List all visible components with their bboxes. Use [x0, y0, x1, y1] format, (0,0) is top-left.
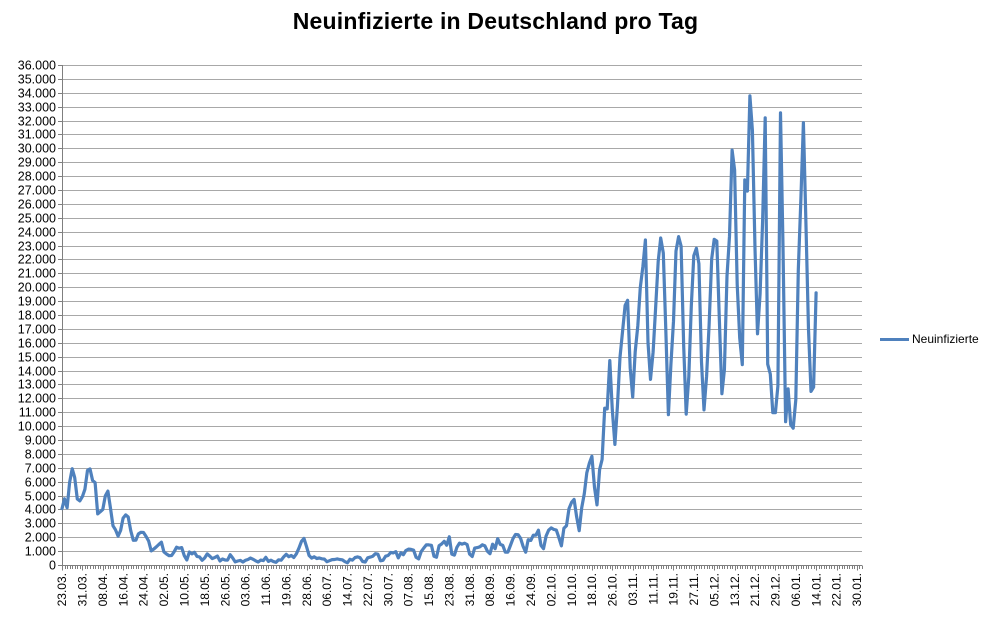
- svg-text:23.03.: 23.03.: [55, 573, 69, 606]
- svg-text:15.000: 15.000: [18, 351, 56, 365]
- svg-text:1.000: 1.000: [25, 545, 56, 559]
- svg-text:18.05.: 18.05.: [198, 573, 212, 606]
- svg-text:02.10.: 02.10.: [544, 573, 558, 606]
- svg-text:25.000: 25.000: [18, 212, 56, 226]
- legend: Neuinfizierte: [880, 331, 979, 347]
- svg-text:26.10.: 26.10.: [606, 573, 620, 606]
- svg-text:11.11.: 11.11.: [646, 573, 660, 605]
- svg-text:23.08.: 23.08.: [442, 573, 456, 606]
- svg-text:0: 0: [49, 559, 56, 573]
- svg-text:30.01.: 30.01.: [850, 573, 864, 606]
- svg-text:8.000: 8.000: [25, 448, 56, 462]
- svg-text:11.06.: 11.06.: [259, 573, 273, 605]
- svg-text:4.000: 4.000: [25, 503, 56, 517]
- svg-text:16.04.: 16.04.: [116, 573, 130, 606]
- svg-text:30.000: 30.000: [18, 142, 56, 156]
- svg-text:27.000: 27.000: [18, 184, 56, 198]
- svg-text:31.000: 31.000: [18, 128, 56, 142]
- svg-text:15.08.: 15.08.: [422, 573, 436, 606]
- x-axis-ticks: [62, 565, 863, 571]
- svg-text:05.12.: 05.12.: [707, 573, 721, 606]
- svg-text:10.10.: 10.10.: [565, 573, 579, 606]
- svg-text:26.05.: 26.05.: [218, 573, 232, 606]
- svg-text:16.000: 16.000: [18, 337, 56, 351]
- svg-text:27.11.: 27.11.: [687, 573, 701, 605]
- svg-text:03.06.: 03.06.: [239, 573, 253, 606]
- svg-text:31.03.: 31.03.: [76, 573, 90, 606]
- chart-title: Neuinfizierte in Deutschland pro Tag: [292, 8, 699, 34]
- svg-text:19.11.: 19.11.: [667, 573, 681, 605]
- svg-text:32.000: 32.000: [18, 115, 56, 129]
- svg-text:34.000: 34.000: [18, 87, 56, 101]
- svg-text:31.08.: 31.08.: [463, 573, 477, 606]
- svg-text:18.000: 18.000: [18, 309, 56, 323]
- svg-text:3.000: 3.000: [25, 517, 56, 531]
- legend-series-label: Neuinfizierte: [912, 332, 979, 346]
- svg-text:17.000: 17.000: [18, 323, 56, 337]
- svg-text:08.09.: 08.09.: [483, 573, 497, 606]
- svg-text:20.000: 20.000: [18, 281, 56, 295]
- svg-text:02.05.: 02.05.: [157, 573, 171, 606]
- axes: [62, 65, 862, 566]
- svg-text:07.08.: 07.08.: [402, 573, 416, 606]
- svg-text:24.09.: 24.09.: [524, 573, 538, 606]
- svg-text:6.000: 6.000: [25, 476, 56, 490]
- svg-text:06.01.: 06.01.: [789, 573, 803, 606]
- svg-text:33.000: 33.000: [18, 101, 56, 115]
- svg-text:13.000: 13.000: [18, 378, 56, 392]
- svg-text:08.04.: 08.04.: [96, 573, 110, 606]
- svg-text:29.000: 29.000: [18, 156, 56, 170]
- svg-text:21.12.: 21.12.: [748, 573, 762, 606]
- svg-text:35.000: 35.000: [18, 73, 56, 87]
- svg-text:12.000: 12.000: [18, 392, 56, 406]
- svg-text:11.000: 11.000: [19, 406, 56, 420]
- x-axis-labels: 23.03. 31.03. 08.04. 16.04. 24.04. 02.05. 10.0…: [55, 573, 864, 606]
- svg-text:29.12.: 29.12.: [769, 573, 783, 606]
- svg-text:10.05.: 10.05.: [177, 573, 191, 606]
- svg-text:7.000: 7.000: [25, 462, 56, 476]
- svg-text:16.09.: 16.09.: [504, 573, 518, 606]
- y-axis-ticks: [58, 65, 62, 566]
- svg-text:22.000: 22.000: [18, 253, 56, 267]
- legend-line-sample: [880, 337, 909, 341]
- svg-text:14.07.: 14.07.: [341, 573, 355, 606]
- svg-text:26.000: 26.000: [18, 198, 56, 212]
- svg-text:10.000: 10.000: [18, 420, 56, 434]
- svg-text:13.12.: 13.12.: [728, 573, 742, 606]
- svg-text:36.000: 36.000: [18, 59, 56, 73]
- svg-text:23.000: 23.000: [18, 240, 56, 254]
- data-series-neuinfizierte: [60, 94, 818, 565]
- svg-text:30.07.: 30.07.: [381, 573, 395, 606]
- gridlines: [62, 65, 862, 566]
- svg-text:2.000: 2.000: [25, 531, 56, 545]
- svg-text:9.000: 9.000: [25, 434, 56, 448]
- svg-text:22.07.: 22.07.: [361, 573, 375, 606]
- svg-text:19.06.: 19.06.: [279, 573, 293, 606]
- svg-text:19.000: 19.000: [18, 295, 56, 309]
- svg-text:06.07.: 06.07.: [320, 573, 334, 606]
- svg-text:5.000: 5.000: [25, 490, 56, 504]
- svg-text:28.06.: 28.06.: [300, 573, 314, 606]
- svg-text:24.000: 24.000: [18, 226, 56, 240]
- svg-text:14.01.: 14.01.: [809, 573, 823, 606]
- y-axis-labels: 36.00035.00034.00033.00032.00031.00030.0…: [18, 59, 56, 573]
- svg-text:22.01.: 22.01.: [830, 573, 844, 606]
- svg-text:24.04.: 24.04.: [137, 573, 151, 606]
- svg-text:21.000: 21.000: [18, 267, 56, 281]
- svg-text:18.10.: 18.10.: [585, 573, 599, 606]
- svg-text:14.000: 14.000: [18, 365, 56, 379]
- svg-text:03.11.: 03.11.: [626, 573, 640, 605]
- svg-text:28.000: 28.000: [18, 170, 56, 184]
